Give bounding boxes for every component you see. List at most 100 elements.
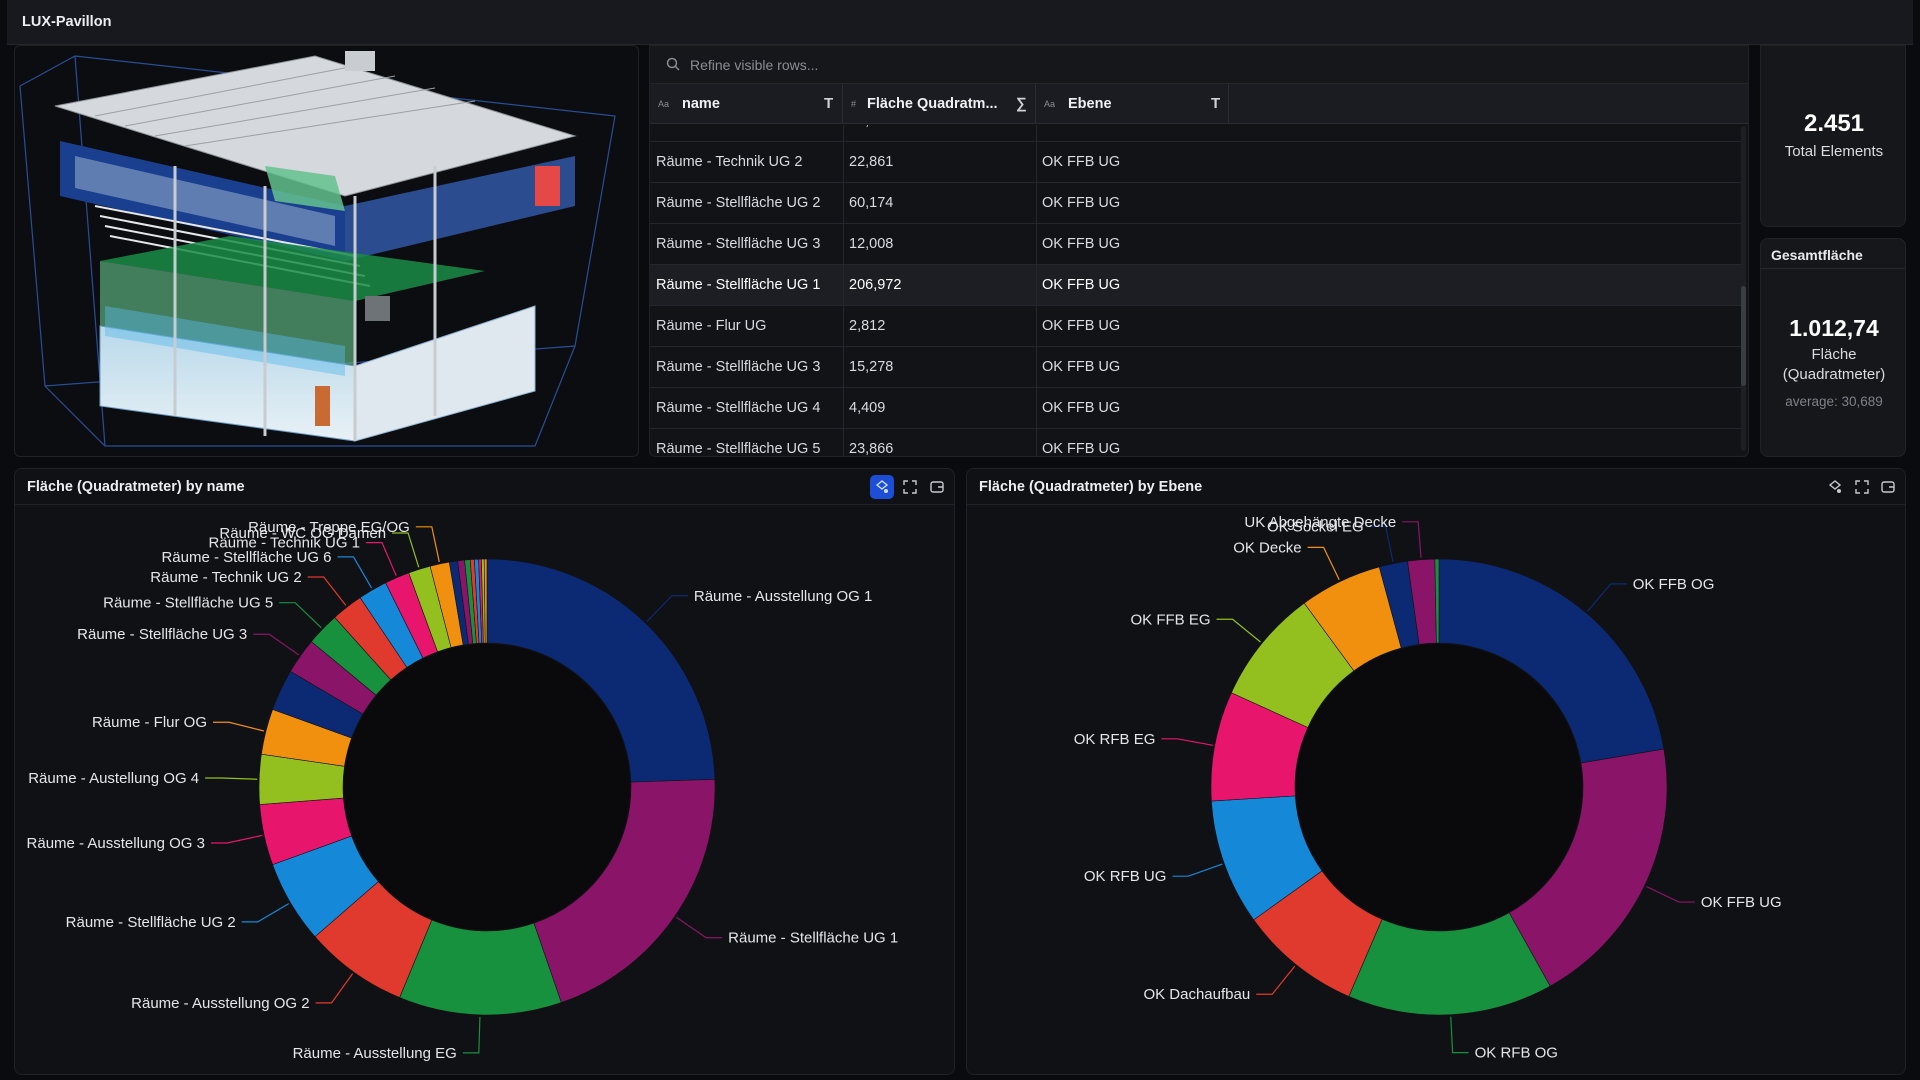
donut-slice[interactable] [1434,558,1440,644]
title-bar: LUX-Pavillon [7,0,1913,45]
building-model-image [19,51,616,447]
window-icon [1881,481,1895,493]
slice-leader-line [210,834,263,844]
slice-label: UK Abgehängte Decke [1244,514,1396,531]
cell-ebene: OK FFB UG [1042,154,1121,170]
cell-flaeche: 18,471 [849,125,893,129]
slice-label: Räume - Stellfläche UG 5 [103,595,273,612]
donut-hole [1296,644,1582,930]
cell-flaeche: 4,409 [849,400,886,416]
expand-icon [1855,480,1869,494]
slice-leader-line [676,916,723,939]
donut-slice[interactable] [1438,558,1665,764]
slice-label: OK FFB OG [1633,576,1715,593]
text-filter-icon[interactable]: T [824,95,834,112]
cell-flaeche: 15,278 [849,359,894,375]
slice-label: Räume - Stellfläche UG 3 [77,626,247,643]
fullscreen-button[interactable] [898,475,922,499]
slice-leader-line [315,973,354,1004]
column-header-name[interactable]: Aa name T [650,84,843,124]
cell-ebene: OK FFB UG [1042,195,1121,211]
table-row[interactable]: Räume - Technik UG 2 22,861 OK FFB UG [650,142,1746,183]
cell-name: Räume - Stellfläche UG 5 [656,441,821,457]
options-button[interactable] [1876,475,1900,499]
slice-leader-line [307,576,347,606]
options-button[interactable] [925,475,949,499]
slice-leader-line [241,903,290,923]
chart-title: Fläche (Quadratmeter) by Ebene [979,479,1203,495]
donut-slice[interactable] [483,558,488,644]
cell-flaeche: 60,174 [849,195,894,211]
expand-icon [903,480,917,494]
cell-name: Räume - Stellfläche UG 3 [656,359,821,375]
slice-label: Räume - Stellfläche UG 2 [66,914,236,931]
cell-name: Räume - Stellfläche UG 4 [656,400,821,416]
chart-panel-by-ebene: Fläche (Quadratmeter) by Ebene OK FFB OG… [966,468,1906,1075]
cell-name: Räume - Technik UG 2 [656,154,803,170]
cell-ebene: OK FFB UG [1042,359,1121,375]
cell-flaeche: 12,008 [849,236,894,252]
slice-leader-line [1402,521,1422,558]
slice-label: OK Decke [1233,539,1301,556]
kpi-value: 2.451 [1803,110,1865,137]
fullscreen-button[interactable] [1850,475,1874,499]
donut-chart-by-ebene: OK FFB OG OK FFB UG OK RFB OG OK Dachaufbau… [1074,514,1782,1062]
column-label: Ebene [1068,96,1112,112]
slice-leader-line [1450,1016,1469,1054]
table-row[interactable]: Räume - Stellfläche UG 2 60,174 OK FFB UG [650,183,1746,224]
cell-name: Räume - Stellfläche UG 2 [656,195,821,211]
app-title: LUX-Pavillon [22,14,112,30]
slice-leader-line [1256,965,1296,995]
cell-ebene: OK FFB UG [1042,125,1120,129]
slice-leader-line [415,526,440,563]
cell-flaeche: 22,861 [849,154,894,170]
table-row[interactable]: Räume - Stellfläche UG 3 12,008 OK FFB UG [650,224,1746,265]
column-label: Fläche Quadratm... [867,96,998,112]
table-row[interactable]: Räume - Flur UG 2,812 OK FFB UG [650,306,1746,347]
column-header-ebene[interactable]: Aa Ebene T [1036,84,1229,124]
chart-header: Fläche (Quadratmeter) by Ebene [967,469,1905,505]
table-header: Aa name T # Fläche Quadratm... ∑ Aa Eben… [650,84,1748,124]
donut-slice[interactable] [486,558,716,783]
table-scrollbar-thumb[interactable] [1741,286,1746,386]
slice-leader-line [1307,546,1340,581]
paint-filter-icon [1828,480,1842,493]
slice-leader-line [392,532,420,568]
table-row[interactable]: Räume - Technik UG 1 18,471 OK FFB UG [650,125,1746,142]
table-row[interactable]: Räume - Stellfläche UG 3 15,278 OK FFB UG [650,347,1746,388]
slice-label: Räume - Technik UG 1 [209,535,360,552]
filter-button[interactable] [1823,475,1847,499]
text-type-icon: Aa [658,99,670,109]
table-row[interactable]: Räume - Stellfläche UG 5 23,866 OK FFB UG [650,429,1746,457]
donut-chart-by-name: Räume - Ausstellung OG 1 Räume - Stellflä… [27,519,899,1062]
cell-ebene: OK FFB UG [1042,318,1121,334]
slice-leader-line [1646,885,1695,903]
kpi-average: average: 30,689 [1785,394,1883,409]
slice-leader-line [337,556,373,589]
column-header-flaeche[interactable]: # Fläche Quadratm... ∑ [843,84,1036,124]
slice-label: Räume - Treppe EG/OG [248,519,410,536]
table-row[interactable]: Räume - Stellfläche UG 4 4,409 OK FFB UG [650,388,1746,429]
slice-leader-line [1172,863,1223,877]
slice-leader-line [213,721,265,732]
donut-slice[interactable] [1508,748,1668,987]
search-input[interactable] [690,53,1290,77]
table-body: Räume - Technik UG 118,471OK FFB UGRäume… [650,125,1746,457]
sum-icon[interactable]: ∑ [1016,95,1027,112]
table-row[interactable]: Räume - Stellfläche UG 1 206,972 OK FFB UG [650,265,1746,306]
slice-label: OK FFB EG [1131,611,1211,628]
cell-name: Räume - Flur UG [656,318,767,334]
text-filter-icon[interactable]: T [1211,95,1221,112]
slice-leader-line [279,602,322,629]
donut-slice[interactable] [533,778,716,1003]
filter-button[interactable] [870,475,894,499]
cell-flaeche: 206,972 [849,277,902,293]
slice-leader-line [646,595,688,623]
slice-label: Räume - Ausstellung OG 2 [131,995,309,1012]
model-viewer[interactable] [14,45,639,457]
kpi-title: Gesamtfläche [1771,247,1863,263]
slice-label: Räume - Austellung OG 4 [28,770,199,787]
cell-name: Räume - Stellfläche UG 1 [656,277,821,293]
chart-title: Fläche (Quadratmeter) by name [27,479,245,495]
cell-ebene: OK FFB UG [1042,441,1121,457]
